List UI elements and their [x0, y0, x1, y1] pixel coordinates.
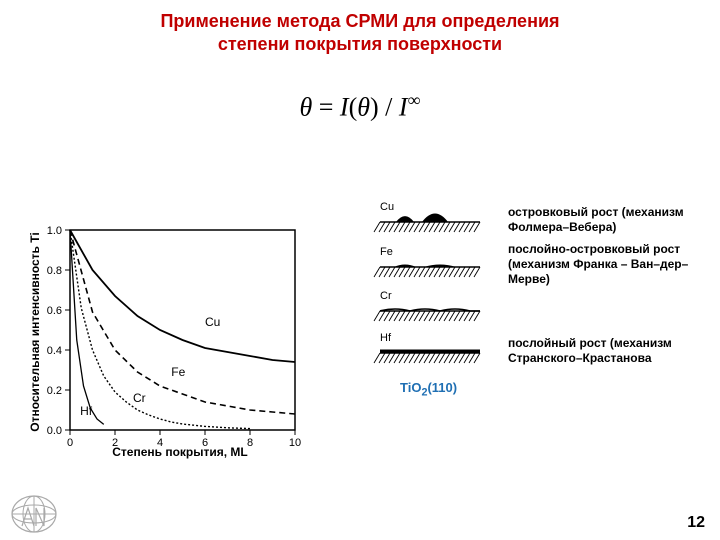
chart: Относительная интенсивность Ti 02468100.…	[20, 215, 305, 470]
slide-title: Применение метода СРМИ для определения с…	[0, 10, 720, 55]
svg-text:0.8: 0.8	[47, 265, 62, 277]
x-axis-label: Степень покрытия, ML	[70, 445, 290, 459]
formula-I1: I	[340, 93, 349, 122]
growth-mode-cu: Cu островковый рост (механизм Фолмера–Веб…	[370, 200, 710, 240]
svg-text:Fe: Fe	[171, 365, 185, 379]
growth-mode-diagram: Fe	[370, 245, 490, 285]
logo	[10, 494, 58, 534]
growth-mode-diagram: Cr	[370, 289, 490, 329]
formula-theta: θ	[299, 93, 312, 122]
page-number: 12	[687, 514, 705, 532]
formula-paren2: ) /	[370, 93, 399, 122]
svg-text:Cu: Cu	[205, 315, 220, 329]
svg-text:Fe: Fe	[380, 246, 393, 258]
formula: θ = I(θ) / I∞	[0, 90, 720, 123]
growth-mode-diagram: Hf	[370, 331, 490, 371]
logo-svg	[10, 494, 58, 534]
growth-mode-desc: островковый рост (механизм Фолмера–Вебер…	[508, 205, 710, 235]
growth-modes: Cu островковый рост (механизм Фолмера–Веб…	[370, 200, 710, 373]
growth-mode-diagram: Cu	[370, 200, 490, 240]
growth-mode-cr: Cr	[370, 289, 710, 329]
growth-mode-hf: Hf послойный рост (механизм Странского–Кр…	[370, 331, 710, 371]
svg-text:Cr: Cr	[133, 391, 146, 405]
title-line2: степени покрытия поверхности	[218, 34, 502, 54]
formula-paren: (	[349, 93, 358, 122]
formula-exponent: ∞	[408, 90, 421, 110]
y-axis-label: Относительная интенсивность Ti	[28, 222, 42, 442]
substrate-text: TiO	[400, 380, 421, 395]
svg-text:0.0: 0.0	[47, 425, 62, 437]
svg-text:0.4: 0.4	[47, 345, 62, 357]
growth-mode-fe: Fe послойно-островковый рост (механизм Фр…	[370, 242, 710, 287]
title-line1: Применение метода СРМИ для определения	[160, 11, 559, 31]
svg-text:Cr: Cr	[380, 290, 392, 302]
svg-text:0.6: 0.6	[47, 305, 62, 317]
svg-text:10: 10	[289, 437, 301, 449]
formula-theta2: θ	[357, 93, 370, 122]
formula-eq: =	[319, 93, 340, 122]
substrate-suffix: (110)	[427, 380, 457, 395]
svg-text:0.2: 0.2	[47, 385, 62, 397]
svg-text:Cu: Cu	[380, 201, 394, 213]
svg-text:1.0: 1.0	[47, 225, 62, 237]
substrate-label: TiO2(110)	[400, 380, 457, 399]
growth-mode-desc: послойно-островковый рост (механизм Фран…	[508, 242, 710, 287]
chart-svg: 02468100.00.20.40.60.81.0CuFeCrHf	[20, 215, 305, 470]
svg-text:Hf: Hf	[80, 404, 93, 418]
svg-text:Hf: Hf	[380, 332, 392, 344]
formula-I2: I	[399, 93, 408, 122]
growth-mode-desc: послойный рост (механизм Странского–Крас…	[508, 336, 710, 366]
